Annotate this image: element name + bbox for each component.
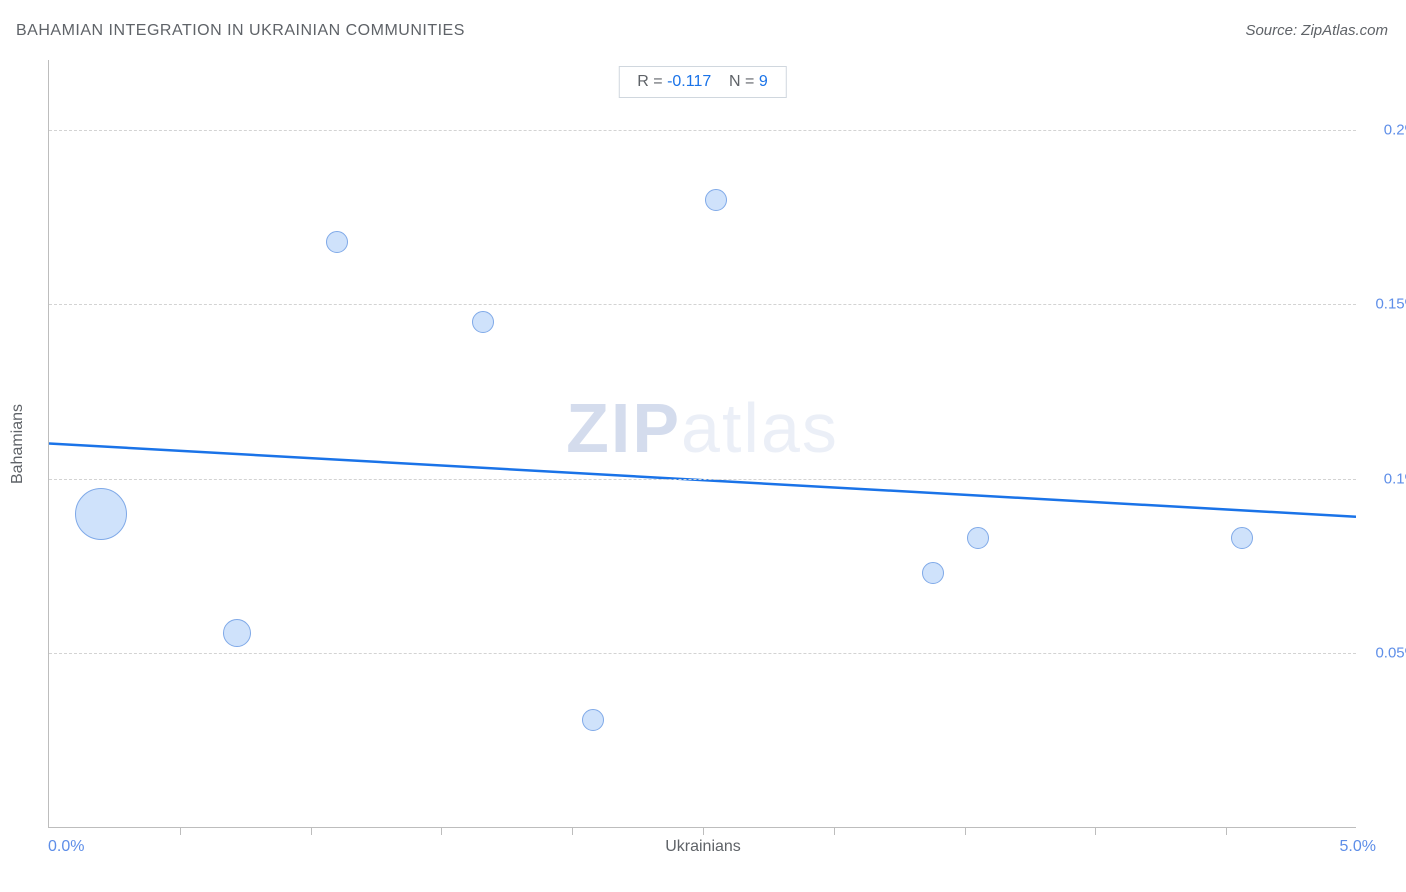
y-tick-label: 0.2%: [1363, 121, 1406, 138]
gridline: [49, 653, 1356, 654]
x-axis-title: Ukrainians: [665, 838, 741, 856]
y-tick-label: 0.15%: [1363, 296, 1406, 313]
gridline: [49, 479, 1356, 480]
x-tick: [834, 827, 835, 835]
x-axis-max-label: 5.0%: [1340, 838, 1376, 856]
gridline: [49, 130, 1356, 131]
stats-box: R = -0.117 N = 9: [618, 66, 786, 98]
data-bubble[interactable]: [223, 619, 251, 647]
x-tick: [572, 827, 573, 835]
x-tick: [1226, 827, 1227, 835]
data-bubble[interactable]: [75, 488, 127, 540]
data-bubble[interactable]: [967, 527, 989, 549]
y-axis-title: Bahamians: [9, 404, 27, 484]
y-tick-label: 0.05%: [1363, 645, 1406, 662]
y-tick-label: 0.1%: [1363, 470, 1406, 487]
n-value: 9: [759, 73, 768, 90]
data-bubble[interactable]: [326, 231, 348, 253]
watermark-zip: ZIP: [566, 389, 681, 467]
watermark: ZIPatlas: [566, 388, 839, 468]
source-attribution: Source: ZipAtlas.com: [1245, 22, 1388, 39]
data-bubble[interactable]: [582, 709, 604, 731]
data-bubble[interactable]: [472, 311, 494, 333]
x-tick: [703, 827, 704, 835]
data-bubble[interactable]: [705, 189, 727, 211]
x-axis-min-label: 0.0%: [48, 838, 84, 856]
x-tick: [965, 827, 966, 835]
r-label: R =: [637, 73, 662, 90]
x-tick: [441, 827, 442, 835]
data-bubble[interactable]: [922, 562, 944, 584]
trend-line: [49, 60, 1356, 827]
watermark-atlas: atlas: [681, 389, 839, 467]
n-label: N =: [729, 73, 754, 90]
x-tick: [1095, 827, 1096, 835]
data-bubble[interactable]: [1231, 527, 1253, 549]
gridline: [49, 304, 1356, 305]
x-tick: [180, 827, 181, 835]
r-value: -0.117: [667, 73, 711, 90]
plot-area: ZIPatlas R = -0.117 N = 9 0.05%0.1%0.15%…: [48, 60, 1356, 828]
chart-container: BAHAMIAN INTEGRATION IN UKRAINIAN COMMUN…: [0, 0, 1406, 892]
chart-title: BAHAMIAN INTEGRATION IN UKRAINIAN COMMUN…: [16, 22, 465, 40]
x-tick: [311, 827, 312, 835]
